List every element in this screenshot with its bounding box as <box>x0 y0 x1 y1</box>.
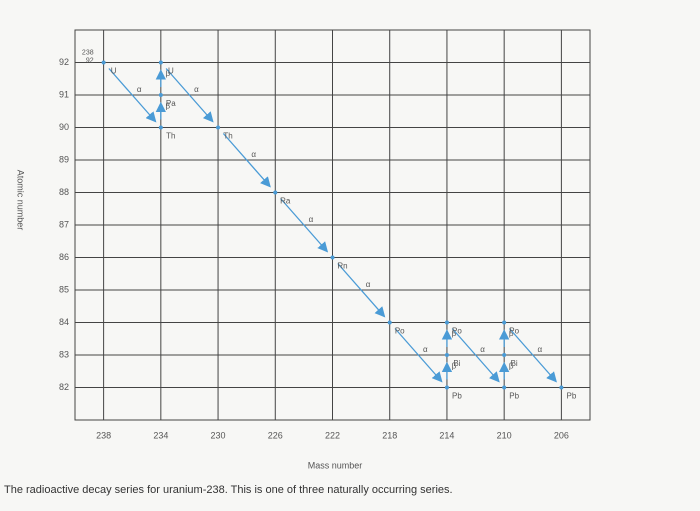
nuclide <box>444 320 449 325</box>
nuclide <box>330 255 335 260</box>
nuclide <box>559 385 564 390</box>
decay-label: α <box>251 150 256 159</box>
decay-label: α <box>366 280 371 289</box>
nuclide-label: Rn <box>337 262 347 271</box>
y-axis-title: Atomic number <box>16 170 26 231</box>
nuclide <box>101 60 106 65</box>
nuclide-label: Po <box>395 327 405 336</box>
nuclide-label: Bi <box>511 359 518 368</box>
nuclide-label: Th <box>166 132 175 141</box>
x-tick-label: 214 <box>439 430 454 440</box>
x-tick-label: 226 <box>268 430 283 440</box>
decay-arrow <box>451 328 500 383</box>
mass-label: 238 <box>82 49 94 56</box>
y-tick-label: 86 <box>59 252 69 262</box>
decay-label: β <box>166 101 171 110</box>
nuclide-label: Bi <box>453 359 460 368</box>
nuclide-label: U <box>111 67 117 76</box>
nuclide-label: Po <box>509 327 519 336</box>
x-tick-label: 206 <box>554 430 569 440</box>
decay-label: α <box>194 85 199 94</box>
y-tick-label: 90 <box>59 122 69 132</box>
decay-label: α <box>480 345 485 354</box>
nuclide <box>502 385 507 390</box>
nuclide-label: Pb <box>452 392 462 401</box>
y-tick-label: 82 <box>59 382 69 392</box>
nuclide-label: Ra <box>280 197 291 206</box>
nuclide <box>502 353 507 357</box>
decay-arrow <box>337 263 386 318</box>
decay-label: β <box>166 69 171 78</box>
nuclide-label: U <box>168 67 174 76</box>
nuclide <box>158 60 163 65</box>
y-tick-label: 91 <box>59 89 69 99</box>
x-tick-label: 222 <box>325 430 340 440</box>
x-axis-title: Mass number <box>308 460 363 470</box>
x-tick-label: 230 <box>211 430 226 440</box>
decay-arrow <box>280 198 329 253</box>
nuclide-label: Th <box>223 132 232 141</box>
nuclide <box>502 320 507 325</box>
y-tick-label: 85 <box>59 284 69 294</box>
decay-arrow <box>222 133 271 188</box>
x-tick-label: 218 <box>382 430 397 440</box>
decay-label: β <box>452 329 457 338</box>
decay-arrow <box>165 68 214 123</box>
nuclide <box>387 320 392 325</box>
nuclide <box>444 385 449 390</box>
decay-arrow <box>108 68 157 123</box>
nuclide-label: Pa <box>166 99 176 108</box>
nuclide-label: Pb <box>566 392 576 401</box>
y-tick-label: 88 <box>59 187 69 197</box>
x-tick-label: 238 <box>96 430 111 440</box>
nuclide <box>158 93 163 97</box>
nuclide <box>444 353 449 357</box>
atomic-label: 92 <box>86 57 94 64</box>
decay-label: β <box>509 361 514 370</box>
y-tick-label: 89 <box>59 154 69 164</box>
y-tick-label: 92 <box>59 57 69 67</box>
decay-arrow <box>508 328 557 383</box>
decay-label: α <box>423 345 428 354</box>
x-tick-label: 234 <box>153 430 168 440</box>
y-tick-label: 83 <box>59 349 69 359</box>
decay-label: α <box>537 345 542 354</box>
decay-label: α <box>137 85 142 94</box>
y-tick-label: 84 <box>59 317 69 327</box>
decay-label: α <box>309 215 314 224</box>
decay-label: β <box>452 361 457 370</box>
decay-arrow <box>394 328 443 383</box>
nuclide <box>216 125 221 130</box>
nuclide <box>158 125 163 130</box>
y-tick-label: 87 <box>59 219 69 229</box>
nuclide <box>273 190 278 195</box>
decay-label: β <box>509 329 514 338</box>
x-tick-label: 210 <box>497 430 512 440</box>
nuclide-label: Pb <box>509 392 519 401</box>
nuclide-label: Po <box>452 327 462 336</box>
caption: The radioactive decay series for uranium… <box>4 484 453 496</box>
